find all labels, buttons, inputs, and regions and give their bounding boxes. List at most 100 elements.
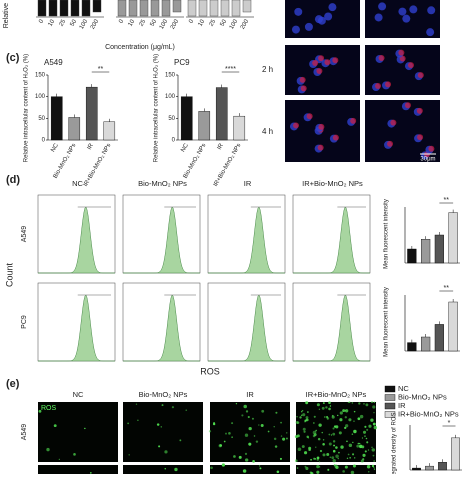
ros-spot	[365, 437, 368, 440]
ros-spot	[358, 442, 361, 445]
y-tick-label: 0	[42, 138, 46, 144]
bar-cropped	[139, 0, 149, 17]
ros-spot	[345, 424, 349, 428]
x-tick-label: 10	[198, 18, 207, 27]
ros-spot	[326, 416, 330, 420]
micro-image	[285, 45, 360, 95]
cell-signal	[407, 62, 414, 69]
ros-spot	[279, 457, 283, 460]
ros-spot	[373, 468, 376, 470]
ros-spot	[328, 442, 332, 446]
legend-swatch	[384, 411, 396, 418]
ros-spot	[219, 444, 223, 447]
ros-spot	[332, 427, 335, 430]
histogram-frame	[207, 282, 286, 362]
row-label: A549	[21, 424, 28, 440]
ros-spot	[356, 444, 360, 448]
ros-spot	[364, 450, 367, 453]
bar-cropped	[242, 0, 252, 13]
ros-spot	[305, 401, 309, 405]
ros-spot	[359, 444, 363, 449]
column-title: NC	[72, 179, 83, 188]
ros-spot	[348, 443, 353, 448]
ros-spot	[38, 409, 42, 413]
ros-spot	[313, 422, 315, 424]
bar	[407, 342, 417, 352]
ros-spot	[302, 413, 306, 417]
ros-spot	[322, 453, 326, 457]
y-label: Relative intracellular content of H₂O₂ (…	[154, 54, 160, 162]
ros-spot	[353, 410, 356, 413]
bar-cropped	[187, 0, 197, 17]
ros-spot	[339, 418, 343, 422]
ros-spot	[135, 403, 138, 405]
ros-spot	[321, 406, 325, 410]
ros-spot	[367, 449, 370, 451]
ros-spot	[331, 414, 334, 417]
ros-spot	[332, 449, 336, 453]
cell-signal	[324, 59, 331, 66]
cell-nucleus	[324, 12, 333, 21]
bar	[434, 234, 444, 264]
bar-cropped	[37, 0, 47, 17]
ros-spot	[359, 414, 364, 419]
ros-spot	[316, 470, 320, 474]
x-tick-label: 100	[79, 18, 90, 30]
y-tick-label: 100	[35, 94, 46, 100]
x-tick-label: 25	[59, 18, 68, 27]
bar-cropped	[220, 0, 230, 17]
ros-spot	[286, 432, 288, 434]
bar	[434, 324, 444, 352]
cell-nucleus	[314, 15, 323, 24]
histogram-frame	[122, 194, 201, 274]
legend-label: Bio-MnO₂ NPs	[398, 392, 447, 401]
ros-spot	[164, 450, 168, 454]
bar	[425, 465, 434, 471]
x-tick-label: 25	[139, 18, 148, 27]
ros-spot	[185, 409, 188, 411]
ros-spot	[243, 404, 247, 409]
fluor-image	[296, 402, 376, 462]
cell-signal	[417, 134, 424, 141]
cell-nucleus	[426, 28, 435, 37]
x-tick-label: NC	[50, 142, 60, 153]
ros-spot	[164, 468, 166, 470]
ros-spot	[242, 469, 247, 473]
column-title: Bio-MnO₂ NPs	[139, 390, 188, 399]
ros-spot	[364, 435, 366, 438]
fluor-image	[210, 465, 290, 474]
legend-label: IR+Bio-MnO₂ NPs	[398, 409, 459, 418]
ros-spot	[332, 459, 336, 463]
column-title: IR+Bio-MnO₂ NPs	[306, 390, 367, 399]
histogram-frame	[207, 194, 286, 274]
ros-spot	[308, 446, 312, 450]
ros-spot	[258, 424, 260, 426]
x-label: Concentration (μg/mL)	[105, 44, 175, 51]
ros-spot	[294, 459, 298, 463]
ros-spot	[332, 432, 336, 436]
ros-spot	[353, 420, 355, 422]
ros-spot	[231, 436, 233, 438]
y-label: Integrated density of ROS	[392, 412, 398, 474]
ros-spot	[329, 456, 332, 459]
ros-spot	[46, 447, 50, 452]
cell-nucleus	[409, 5, 418, 14]
cell-signal	[375, 83, 382, 90]
y-tick-label: 50	[38, 116, 45, 122]
histogram	[123, 206, 200, 274]
histogram-frame	[37, 282, 116, 362]
ros-spot	[373, 411, 375, 414]
ros-spot	[316, 456, 320, 460]
ros-spot	[352, 453, 355, 456]
ros-spot	[346, 457, 349, 460]
bar-cropped	[59, 0, 69, 17]
x-tick-label: 100	[229, 18, 240, 30]
x-label: ROS	[200, 366, 220, 376]
ros-spot	[366, 428, 369, 431]
bar	[103, 121, 116, 141]
ros-spot	[171, 406, 175, 409]
bar	[180, 96, 193, 141]
bar	[421, 238, 431, 264]
ros-spot	[318, 423, 322, 427]
ros-spot	[372, 454, 375, 457]
